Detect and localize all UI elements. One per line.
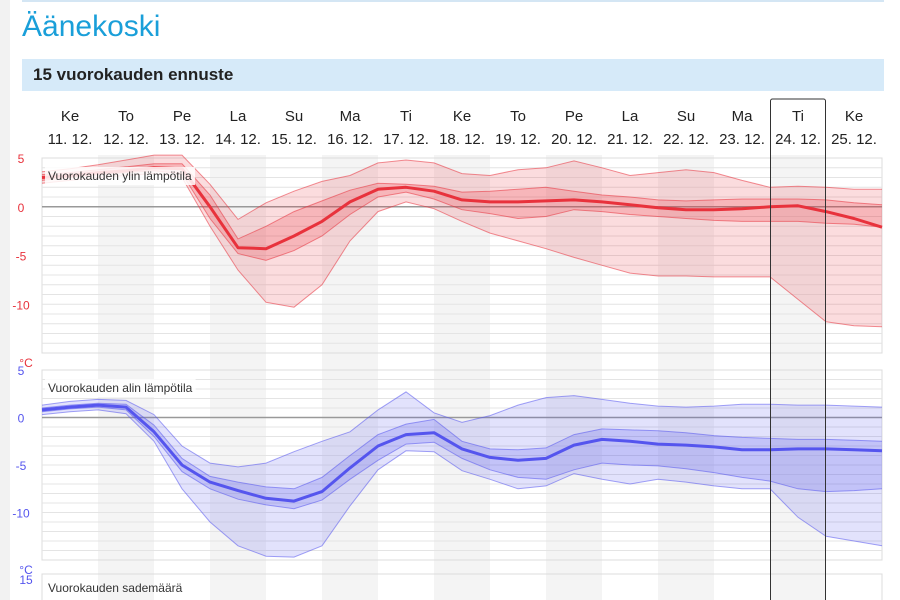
weekend-stripes <box>98 155 826 600</box>
day-date-label: 23. 12. <box>719 131 765 148</box>
day-date-label: 11. 12. <box>48 131 93 148</box>
day-column-14[interactable]: Ti 24. 12. <box>775 108 821 148</box>
y-tick-label: -10 <box>12 298 30 312</box>
day-stripe <box>546 155 602 600</box>
day-column-11[interactable]: La 21. 12. <box>607 108 653 148</box>
panel-label: Vuorokauden sademäärä <box>48 581 183 595</box>
y-tick-label: 5 <box>18 364 25 378</box>
day-stripe <box>98 155 154 600</box>
panel-label: Vuorokauden alin lämpötila <box>48 381 193 395</box>
day-date-label: 21. 12. <box>607 131 653 148</box>
median-line <box>41 403 883 503</box>
band-inner-edge <box>41 163 883 240</box>
day-weekday-label: Su <box>285 108 303 125</box>
day-stripe <box>210 155 266 600</box>
panel-label-bg <box>45 167 195 185</box>
day-column-2[interactable]: To 12. 12. <box>103 108 149 148</box>
day-weekday-label: La <box>230 108 247 125</box>
y-tick-label: -5 <box>16 250 27 264</box>
y-tick-label: 0 <box>18 412 25 426</box>
day-column-6[interactable]: Ma 16. 12. <box>327 108 373 148</box>
day-date-label: 20. 12. <box>551 131 597 148</box>
forecast-panel-header: 15 vuorokauden ennuste <box>22 59 884 91</box>
day-date-label: 14. 12. <box>215 131 261 148</box>
precipitation-chart: 15 Vuorokauden sademäärä <box>19 573 883 600</box>
panel-label: Vuorokauden ylin lämpötila <box>48 169 192 183</box>
day-date-label: 19. 12. <box>495 131 541 148</box>
top-divider <box>22 0 884 2</box>
panel-title: 15 vuorokauden ennuste <box>33 65 234 84</box>
y-axis-unit: °C <box>19 356 33 370</box>
day-date-label: 12. 12. <box>103 131 149 148</box>
day-weekday-label: Ke <box>845 108 863 125</box>
band-25-75 <box>42 163 882 261</box>
band-outer-edge <box>41 391 883 468</box>
day-weekday-label: Ma <box>732 108 753 125</box>
band-25-75 <box>42 403 882 509</box>
y-tick-label: 15 <box>19 573 33 587</box>
day-date-label: 22. 12. <box>663 131 709 148</box>
day-weekday-label: Ti <box>792 108 804 125</box>
day-date-label: 24. 12. <box>775 131 821 148</box>
page-title: Äänekoski <box>22 10 161 43</box>
day-weekday-label: Su <box>677 108 695 125</box>
day-column-4[interactable]: La 14. 12. <box>215 108 261 148</box>
band-outer-edge <box>41 154 882 221</box>
band-inner-edge <box>41 406 883 510</box>
day-weekday-label: La <box>622 108 639 125</box>
day-weekday-label: Pe <box>173 108 191 125</box>
day-column-3[interactable]: Pe 13. 12. <box>159 108 205 148</box>
day-weekday-label: Ma <box>340 108 361 125</box>
day-column-1[interactable]: Ke 11. 12. <box>48 108 93 148</box>
day-stripe <box>770 155 826 600</box>
y-tick-label: -10 <box>12 507 30 521</box>
forecast-chart: Ke 11. 12. To 12. 12. Pe 13. 12. La 14. 12. Su 15… <box>12 98 883 600</box>
day-date-label: 13. 12. <box>159 131 205 148</box>
day-weekday-label: Pe <box>565 108 583 125</box>
day-weekday-label: To <box>510 108 526 125</box>
day-column-7[interactable]: Ti 17. 12. <box>383 108 429 148</box>
panel-label-bg <box>45 379 196 397</box>
day-date-label: 17. 12. <box>383 131 429 148</box>
min-temperature-chart: 5 0 -5 -10 °C Vuorokauden alin lämpötila <box>12 364 883 577</box>
day-date-label: 18. 12. <box>439 131 485 148</box>
day-column-8[interactable]: Ke 18. 12. <box>439 108 485 148</box>
left-edge <box>0 0 10 600</box>
max-temperature-chart: 5 0 -5 -10 °C Vuorokauden ylin lämpötila <box>12 152 883 370</box>
day-column-12[interactable]: Su 22. 12. <box>663 108 709 148</box>
day-weekday-label: To <box>118 108 134 125</box>
day-stripe <box>658 155 714 600</box>
day-weekday-label: Ti <box>400 108 412 125</box>
band-10-90 <box>42 155 882 327</box>
band-10-90 <box>42 391 882 558</box>
day-date-label: 25. 12. <box>831 131 877 148</box>
day-column-15[interactable]: Ke 25. 12. <box>831 108 877 148</box>
day-column-9[interactable]: To 19. 12. <box>495 108 541 148</box>
plot-frame <box>41 573 883 600</box>
selected-day-highlight[interactable] <box>770 98 826 600</box>
band-outer-edge <box>41 409 883 558</box>
day-date-label: 15. 12. <box>271 131 317 148</box>
day-date-label: 16. 12. <box>327 131 373 148</box>
day-weekday-label: Ke <box>453 108 471 125</box>
day-column-5[interactable]: Su 15. 12. <box>271 108 317 148</box>
band-inner-edge <box>41 402 883 490</box>
day-weekday-label: Ke <box>61 108 79 125</box>
y-tick-label: 5 <box>18 152 25 166</box>
day-header-row[interactable]: Ke 11. 12. To 12. 12. Pe 13. 12. La 14. 12. Su 15… <box>48 108 877 148</box>
day-column-13[interactable]: Ma 23. 12. <box>719 108 765 148</box>
y-tick-label: 0 <box>18 201 25 215</box>
y-tick-label: -5 <box>16 459 27 473</box>
y-axis-unit: °C <box>19 563 33 577</box>
day-column-10[interactable]: Pe 20. 12. <box>551 108 597 148</box>
